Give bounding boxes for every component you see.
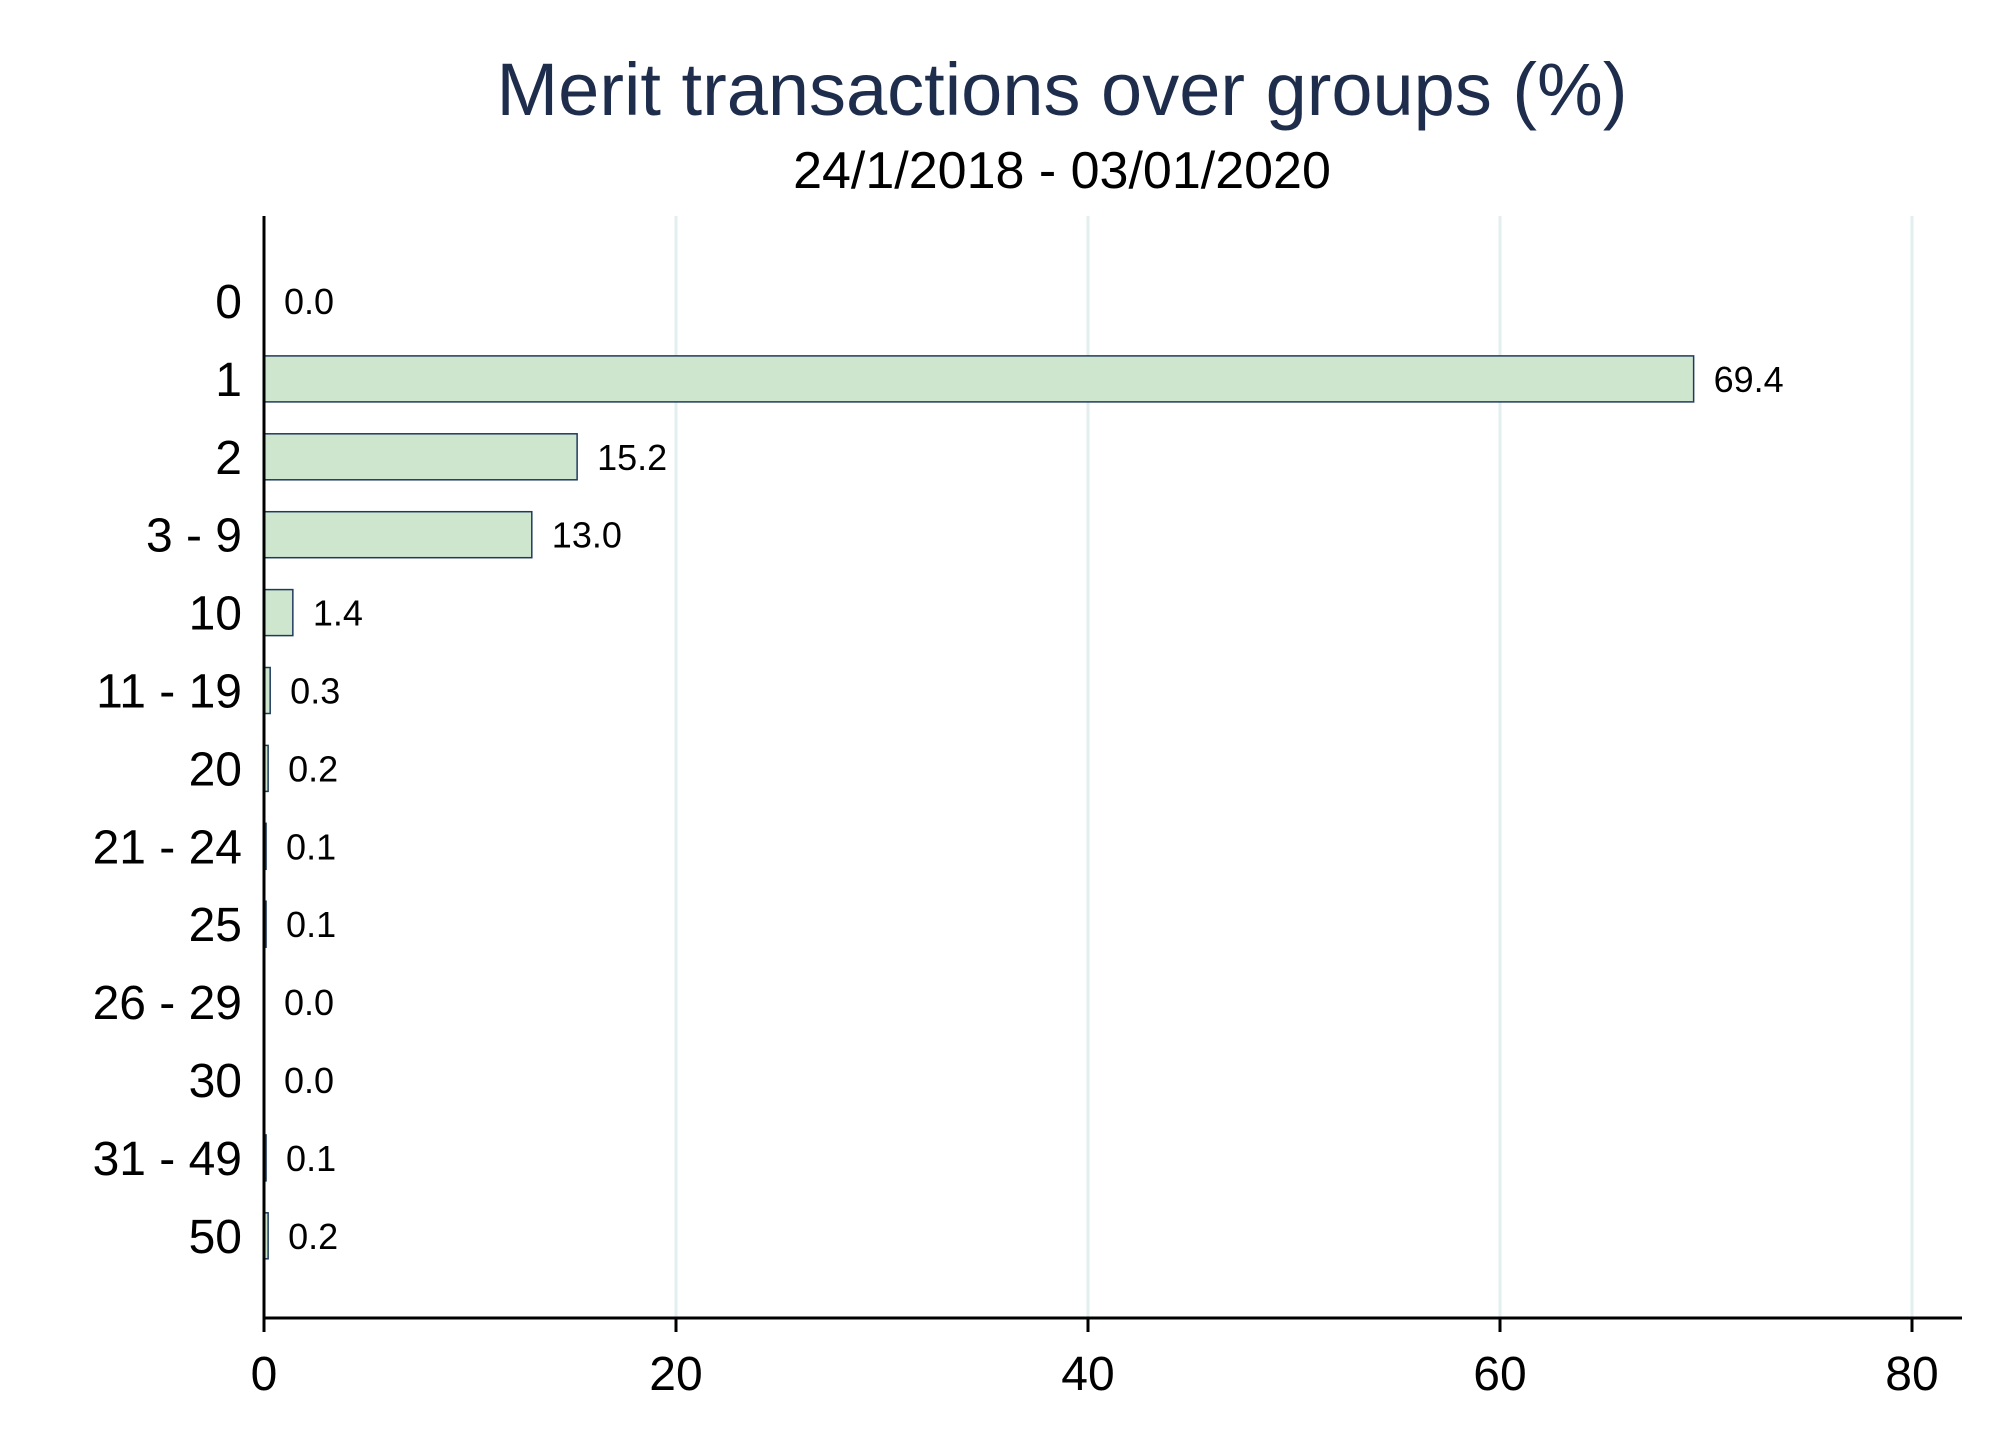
x-tick-label: 20 — [649, 1348, 702, 1401]
category-label: 20 — [189, 743, 242, 796]
bar — [263, 510, 533, 559]
data-label: 69.4 — [1714, 359, 1784, 400]
data-label: 0.0 — [284, 982, 334, 1023]
data-label: 0.2 — [288, 1216, 338, 1257]
data-label: 0.0 — [284, 281, 334, 322]
bar — [263, 355, 1695, 403]
data-label: 0.1 — [286, 826, 336, 867]
bar — [263, 433, 578, 481]
data-label: 1.4 — [313, 593, 363, 634]
axes — [262, 216, 1962, 1332]
data-label: 13.0 — [552, 515, 622, 556]
bar — [263, 588, 294, 637]
bars — [263, 355, 1695, 1260]
data-label: 0.2 — [288, 748, 338, 789]
category-label: 1 — [215, 354, 242, 407]
data-labels: 0.0 69.4 15.2 13.0 1.4 0.3 0.2 0.1 0.1 0.0 0.0 0.1 0… — [284, 281, 1784, 1257]
data-label: 15.2 — [597, 437, 667, 478]
x-tick-labels: 0 20 40 60 80 — [251, 1348, 1939, 1401]
category-label: 30 — [189, 1055, 242, 1108]
data-label: 0.3 — [290, 671, 340, 712]
category-label: 31 - 49 — [93, 1133, 242, 1186]
category-label: 10 — [189, 588, 242, 641]
data-label: 0.1 — [286, 1138, 336, 1179]
category-label: 50 — [189, 1211, 242, 1264]
category-label: 26 - 29 — [93, 977, 242, 1030]
x-tick-label: 60 — [1473, 1348, 1526, 1401]
chart-subtitle: 24/1/2018 - 03/01/2020 — [793, 142, 1331, 200]
category-label: 3 - 9 — [146, 510, 242, 563]
category-label: 21 - 24 — [93, 821, 242, 874]
chart-title: Merit transactions over groups (%) — [497, 48, 1628, 131]
data-label: 0.0 — [284, 1060, 334, 1101]
category-labels: 0 1 2 3 - 9 10 11 - 19 20 21 - 24 25 26 - 29 30 31 … — [93, 276, 242, 1264]
category-label: 11 - 19 — [96, 666, 242, 719]
data-label: 0.1 — [286, 904, 336, 945]
category-label: 2 — [215, 432, 242, 485]
x-tick-label: 80 — [1885, 1348, 1938, 1401]
category-label: 25 — [189, 899, 242, 952]
category-label: 0 — [215, 276, 242, 329]
x-tick-label: 40 — [1061, 1348, 1114, 1401]
x-tick-label: 0 — [251, 1348, 278, 1401]
